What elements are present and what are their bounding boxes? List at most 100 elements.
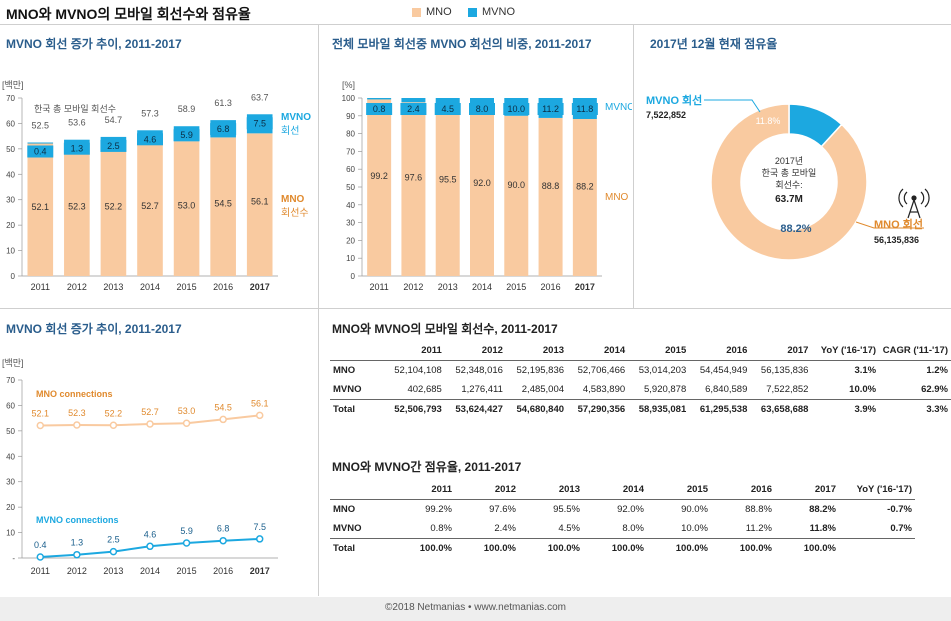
series-label-mvno: MVNO connections — [36, 515, 119, 525]
y-tick-label: 0 — [351, 272, 356, 281]
label-mvno-2016: 6.8 — [217, 124, 230, 134]
y-tick-label: 30 — [346, 219, 355, 228]
label-bg-mvno-2014 — [137, 133, 163, 146]
label-mno-2012: 52.3 — [68, 202, 86, 212]
header-cell: YoY ('16-'17) — [839, 480, 915, 500]
point-label: 52.3 — [68, 408, 86, 418]
table-cell: 3.9% — [811, 399, 880, 419]
annotation-mno: MNO — [605, 192, 629, 203]
label-mvno-2012: 2.4 — [407, 104, 420, 114]
point-mno-2015 — [182, 419, 191, 427]
table-cell: 54,454,949 — [699, 365, 748, 376]
share-table-wrap: 2011 2012 2013 2014 2015 2016 2017 YoY ('16-'17… — [330, 480, 915, 558]
slice-label-mno: 88.2% — [780, 223, 811, 235]
table-cell: 53,624,427 — [444, 399, 506, 419]
table-cell: 100.0% — [775, 538, 839, 558]
bar-mno-2012 — [401, 102, 426, 276]
table-cell: 58,935,081 — [628, 399, 690, 419]
y-tick-label: 10 — [346, 254, 355, 263]
center-text: 회선수: — [775, 180, 802, 190]
table-cell: 52,706,466 — [577, 365, 626, 376]
label-bg-mvno-2017 — [246, 117, 273, 130]
point-label: 54.5 — [214, 402, 232, 412]
annotation-mvno: MVNO — [605, 102, 632, 113]
point-label: 52.1 — [32, 409, 50, 419]
label-bg-mvno-2011 — [27, 145, 54, 158]
chart2-title: 전체 모바일 회선중 MVNO 회선의 비중, 2011-2017 — [332, 37, 592, 51]
table-cell: 3.1% — [854, 365, 877, 376]
page-title: MNO와 MVNO의 모바일 회선수와 점유율 — [6, 6, 251, 22]
y-tick-label: 30 — [6, 196, 15, 205]
label-bg-mvno-2015 — [503, 103, 530, 115]
chart1-title: MVNO 회선 증가 추이, 2011-2017 — [6, 37, 182, 51]
label-mno-2017: 88.2 — [576, 182, 594, 192]
table-cell: 53,014,203 — [638, 365, 687, 376]
center-text: 2017년 — [775, 156, 803, 166]
mid-divider — [0, 308, 951, 309]
table1-title: MNO와 MVNO의 모바일 회선수, 2011-2017 — [332, 322, 558, 336]
header-cell: 2017 — [750, 341, 812, 361]
x-tick-label: 2012 — [67, 566, 87, 576]
label-total-2017: 63.7 — [251, 92, 269, 102]
y-tick-label: 80 — [346, 130, 355, 139]
header-cell: CAGR ('11-'17) — [879, 341, 951, 361]
x-tick-label: 2016 — [541, 282, 561, 292]
bar-mno-2016 — [210, 137, 236, 276]
table-cell: 11.2% — [745, 523, 772, 534]
line-connections-chart: [백만] - 10 20 30 40 50 60 70 52.1 52.3 52.2 52.7 53.0 5… — [2, 358, 278, 576]
table-cell: 95.5% — [553, 504, 580, 515]
table-cell: 56,135,836 — [760, 365, 809, 376]
header-cell: 2013 — [505, 341, 568, 361]
point-label: 56.1 — [251, 398, 269, 408]
label-bg-mvno-2015 — [173, 129, 200, 142]
unit-label: [백만] — [2, 80, 24, 90]
y-tick-label: 40 — [346, 201, 355, 210]
x-tick-label: 2011 — [31, 282, 50, 292]
label-total-2014: 57.3 — [141, 108, 159, 118]
table-cell: 6,840,589 — [705, 384, 748, 395]
legend-label-mvno: MVNO — [482, 6, 515, 18]
annotation-mno: MNO — [281, 194, 305, 205]
point-mno-2011 — [36, 421, 45, 430]
x-tick-label: 2017 — [250, 566, 270, 576]
table2-title: MNO와 MVNO간 점유율, 2011-2017 — [332, 460, 522, 474]
table-row: MVNO 0.8% 2.4% 4.5% 8.0% 10.0% 11.2% 11.8% 0.7% — [330, 519, 915, 539]
table-cell: 1.2% — [926, 365, 948, 376]
point-mvno-2016 — [219, 536, 227, 545]
bar-mno-2017 — [572, 119, 597, 276]
y-tick-label: 30 — [6, 478, 15, 487]
point-label: 52.2 — [105, 408, 123, 418]
callout-count-mvno: 7,522,852 — [646, 110, 686, 120]
bar-mno-2016 — [538, 117, 563, 276]
bar-mno-2013 — [100, 143, 127, 276]
x-tick-label: 2014 — [472, 282, 492, 292]
unit-label: [%] — [342, 80, 355, 90]
label-mvno-2015: 5.9 — [180, 130, 193, 140]
callout-line-mno — [855, 221, 924, 229]
label-mno-2011: 52.1 — [32, 202, 50, 212]
table-cell: 402,685 — [407, 384, 442, 395]
table-cell: 99.2% — [425, 504, 452, 515]
point-mvno-2013 — [109, 547, 118, 556]
y-tick-label: 70 — [6, 376, 15, 385]
table-cell: 100.0% — [455, 538, 519, 558]
label-mno-2011: 99.2 — [370, 171, 388, 181]
table-cell: 52,195,836 — [516, 365, 565, 376]
table-cell: -0.7% — [887, 504, 912, 515]
x-tick-label: 2013 — [103, 566, 123, 576]
label-bg-mvno-2011 — [366, 103, 393, 115]
annotation-mvno: MVNO — [281, 112, 311, 123]
point-mvno-2012 — [73, 550, 81, 559]
chart3-title: 2017년 12월 현재 점유율 — [650, 37, 778, 51]
table-cell: 0.7% — [890, 523, 912, 534]
label-mvno-2012: 1.3 — [71, 144, 84, 154]
label-mvno-2014: 8.0 — [476, 104, 489, 114]
label-mno-2015: 53.0 — [178, 201, 196, 211]
y-tick-label: 50 — [346, 183, 355, 192]
x-tick-label: 2011 — [369, 282, 388, 292]
label-mno-2012: 97.6 — [405, 172, 423, 182]
table-cell — [839, 538, 915, 558]
annotation-mno-2: 회선수 — [281, 207, 309, 219]
label-total-2015: 58.9 — [178, 104, 196, 114]
annotation-mvno-2: 회선 — [281, 125, 299, 137]
